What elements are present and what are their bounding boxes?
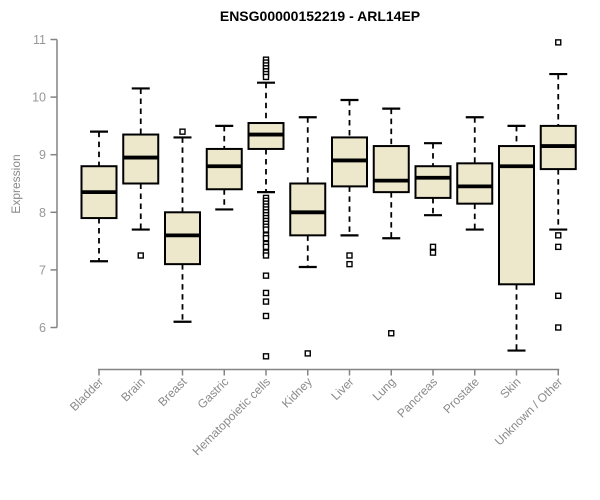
outlier-point-hematopoietic-cells — [262, 243, 270, 251]
box-kidney — [289, 182, 327, 237]
outlier-point-hematopoietic-cells — [262, 289, 270, 297]
box-gastric — [205, 147, 243, 191]
x-tick-label-kidney: Kidney — [279, 375, 315, 411]
outlier-point-unknown-other — [555, 243, 562, 251]
y-tick-label: 6 — [39, 321, 46, 335]
chart-title: ENSG00000152219 - ARL14EP — [219, 8, 421, 24]
x-tick-label-prostate: Prostate — [440, 375, 482, 417]
outlier-point-liver — [346, 260, 353, 268]
x-tick-label-skin: Skin — [497, 375, 523, 401]
outlier-point-unknown-other — [555, 292, 562, 300]
outlier-point-hematopoietic-cells — [262, 353, 270, 360]
outlier-point-unknown-other — [555, 324, 562, 331]
outlier-point-hematopoietic-cells — [262, 298, 270, 305]
y-tick-label: 8 — [39, 206, 46, 220]
outlier-point-unknown-other — [555, 39, 562, 46]
outlier-point-kidney — [304, 350, 311, 357]
x-tick-label-gastric: Gastric — [195, 375, 232, 412]
outlier-point-hematopoietic-cells — [262, 312, 270, 320]
box-prostate — [456, 162, 494, 205]
x-tick-label-pancreas: Pancreas — [394, 375, 440, 421]
outlier-point-breast — [179, 128, 186, 135]
outlier-point-hematopoietic-cells — [262, 252, 270, 259]
outlier-point-liver — [346, 252, 353, 259]
y-tick-label: 9 — [39, 148, 46, 162]
y-tick-label: 10 — [32, 91, 46, 105]
outlier-point-hematopoietic-cells — [262, 226, 270, 233]
box-pancreas — [414, 165, 452, 199]
outlier-point-unknown-other — [555, 232, 562, 239]
outlier-point-pancreas — [429, 243, 437, 251]
box-breast — [164, 211, 201, 266]
outlier-point-hematopoietic-cells — [262, 272, 270, 279]
x-tick-label-bladder: Bladder — [67, 375, 106, 414]
outlier-point-hematopoietic-cells — [262, 235, 270, 242]
x-tick-label-hematopoietic-cells: Hematopoietic cells — [190, 375, 273, 458]
outlier-point-brain — [137, 252, 144, 259]
y-tick-label: 7 — [39, 263, 46, 277]
outlier-point-hematopoietic-cells — [262, 73, 270, 81]
x-tick-label-lung: Lung — [370, 375, 399, 404]
box-lung — [372, 145, 410, 194]
x-tick-label-brain: Brain — [118, 375, 148, 405]
box-skin — [498, 145, 535, 286]
x-tick-label-breast: Breast — [155, 374, 190, 409]
outlier-point-lung — [388, 330, 395, 337]
x-tick-label-liver: Liver — [328, 375, 356, 403]
outlier-point-pancreas — [429, 249, 437, 256]
y-tick-label: 11 — [33, 33, 46, 47]
